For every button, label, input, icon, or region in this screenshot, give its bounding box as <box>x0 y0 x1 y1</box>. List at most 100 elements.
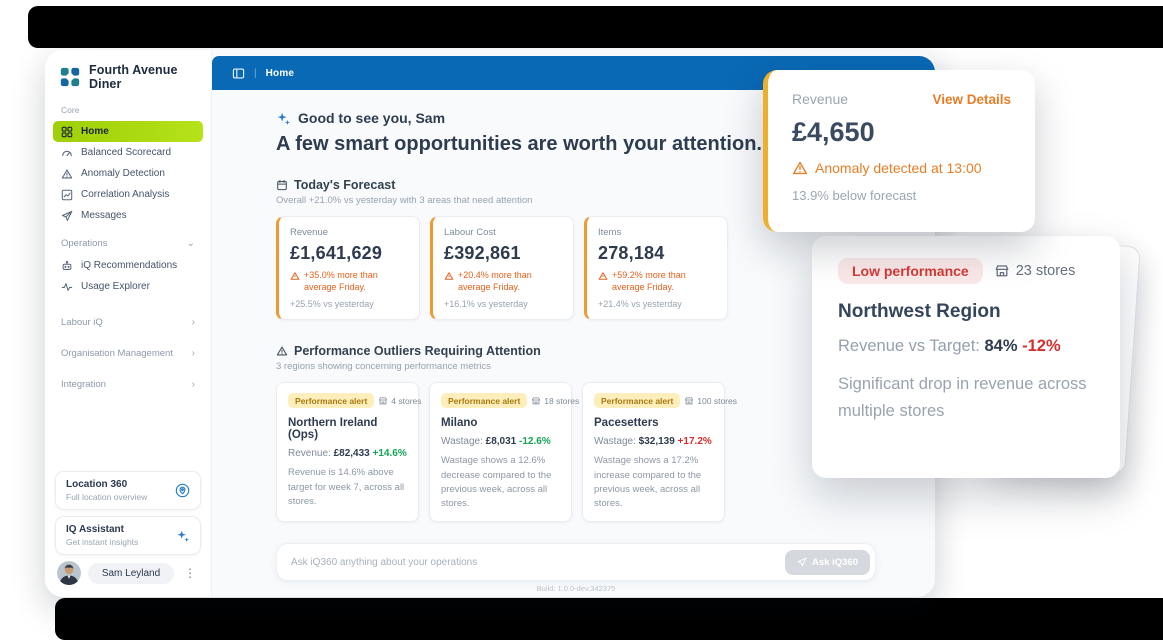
group-label: Organisation Management <box>61 348 173 359</box>
brand-logo-icon <box>59 66 81 88</box>
performance-alert-badge: Performance alert <box>441 393 528 409</box>
outlier-card-milano[interactable]: Performance alert 18 stores <box>429 382 579 523</box>
sidebar-item-label: Balanced Scorecard <box>81 147 172 158</box>
main-content: Good to see you, Sam A few smart opportu… <box>212 90 935 597</box>
store-icon <box>684 396 694 406</box>
outlier-metric-value: £8,031 <box>485 436 517 448</box>
forecast-title: Today's Forecast <box>294 178 396 192</box>
region-metric-label: Revenue vs Target: <box>838 337 980 355</box>
forecast-card-revenue[interactable]: Revenue £1,641,629 +35.0% more than aver… <box>276 216 420 321</box>
chart-line-icon <box>61 189 73 201</box>
metric-label: Labour Cost <box>444 227 496 238</box>
iq-assistant-title: IQ Assistant <box>66 524 124 535</box>
kebab-menu-icon[interactable]: ⋮ <box>184 566 196 580</box>
outliers-section: Performance Outliers Requiring Attention… <box>276 344 879 523</box>
metric-alert-text: +59.2% more than average Friday. <box>612 270 686 292</box>
sidebar-item-home[interactable]: Home <box>53 121 203 142</box>
outlier-card-northern-ireland[interactable]: Performance alert 4 stores <box>276 382 422 523</box>
user-menu[interactable]: Sam Leyland ⋮ <box>57 561 199 585</box>
outliers-title: Performance Outliers Requiring Attention <box>294 344 541 359</box>
region-metric: Revenue vs Target: 84% -12% <box>838 337 1094 356</box>
ask-button[interactable]: Ask iQ360 <box>785 549 870 575</box>
outlier-metric: Revenue: £82,433 +14.6% <box>288 448 407 459</box>
iq-assistant-subtitle: Get instant insights <box>66 537 139 547</box>
forecast-card-items[interactable]: Items 278,184 +59.2% more than average F… <box>584 216 728 321</box>
outlier-card-pacesetters[interactable]: Performance alert 100 stores <box>582 382 737 523</box>
iq-assistant-card[interactable]: IQ Assistant Get instant insights <box>55 516 201 555</box>
location-360-card[interactable]: Location 360 Full location overview <box>55 471 201 510</box>
metric-vs-yesterday: +25.5% vs yesterday <box>290 299 374 310</box>
metric-value: 278,184 <box>598 243 665 263</box>
sidebar-group-operations[interactable]: Operations ⌄ <box>61 238 195 249</box>
chevron-right-icon: › <box>191 379 195 390</box>
outlier-cards: Performance alert 4 stores <box>276 382 879 523</box>
chevron-right-icon: › <box>191 317 195 328</box>
location-360-subtitle: Full location overview <box>66 492 148 502</box>
location-360-title: Location 360 <box>66 479 128 490</box>
outlier-metric-change: +14.6% <box>372 448 407 460</box>
forecast-title-row: Today's Forecast <box>276 178 879 192</box>
warning-triangle-icon <box>598 270 608 293</box>
popover-metric-value: £4,650 <box>792 117 875 147</box>
sidebar-item-usage-explorer[interactable]: Usage Explorer <box>53 276 203 297</box>
sidebar-item-iq-recommendations[interactable]: iQ Recommendations <box>53 255 203 276</box>
metric-alert-text: +20.4% more than average Friday. <box>458 270 532 292</box>
warning-triangle-icon <box>276 345 288 357</box>
ask-input[interactable] <box>277 556 786 568</box>
sidebar-item-label: Home <box>81 126 109 137</box>
user-avatar <box>57 561 81 585</box>
metric-vs-yesterday: +21.4% vs yesterday <box>598 299 682 310</box>
store-count-text: 100 stores <box>697 395 737 406</box>
headline: A few smart opportunities are worth your… <box>276 133 762 155</box>
sidebar-item-anomaly-detection[interactable]: Anomaly Detection <box>53 163 203 184</box>
store-count: 23 stores <box>994 263 1076 279</box>
breadcrumb[interactable]: Home <box>265 67 295 79</box>
ask-button-label: Ask iQ360 <box>812 556 858 568</box>
outliers-subtitle: 3 regions showing concerning performance… <box>276 361 491 373</box>
panel-toggle-icon[interactable] <box>232 67 245 80</box>
sidebar-group-organisation-management[interactable]: Organisation Management › <box>61 348 195 359</box>
forecast-section: Today's Forecast Overall +21.0% vs yeste… <box>276 178 879 321</box>
outlier-metric-label: Wastage: <box>441 436 483 448</box>
greeting: Good to see you, Sam <box>276 110 879 126</box>
sidebar-item-label: iQ Recommendations <box>81 260 178 271</box>
user-name: Sam Leyland <box>88 562 174 584</box>
low-performance-badge: Low performance <box>838 258 983 284</box>
sidebar-group-integration[interactable]: Integration › <box>61 379 195 390</box>
metric-alert: +35.0% more than average Friday. <box>290 270 408 293</box>
group-label: Integration <box>61 379 106 390</box>
forecast-card-labour-cost[interactable]: Labour Cost £392,861 +20.4% more than av… <box>430 216 574 321</box>
section-label-core: Core <box>61 105 80 115</box>
sidebar-item-correlation-analysis[interactable]: Correlation Analysis <box>53 184 203 205</box>
sidebar-item-label: Messages <box>81 210 127 221</box>
warning-triangle-icon <box>290 270 300 293</box>
performance-alert-badge: Performance alert <box>594 393 681 409</box>
sidebar-group-labour-iq[interactable]: Labour iQ › <box>61 317 195 328</box>
store-icon <box>531 396 541 406</box>
store-count-text: 23 stores <box>1015 263 1076 279</box>
metric-label: Revenue <box>290 227 329 238</box>
store-count-text: 18 stores <box>544 395 580 406</box>
sidebar-item-label: Anomaly Detection <box>81 168 165 179</box>
outlier-title: Pacesetters <box>594 417 659 430</box>
region-popover-stack: Low performance 23 stores Northwest Regi… <box>812 236 1141 478</box>
outlier-metric-label: Revenue: <box>288 448 331 460</box>
sidebar-item-balanced-scorecard[interactable]: Balanced Scorecard <box>53 142 203 163</box>
outliers-title-row: Performance Outliers Requiring Attention <box>276 344 879 358</box>
metric-value: £392,861 <box>444 243 521 263</box>
grid-icon <box>61 126 73 138</box>
outlier-metric: Wastage: $32,139 +17.2% <box>594 436 713 447</box>
outlier-description: Revenue is 14.6% above target for week 7… <box>288 467 405 507</box>
view-details-link[interactable]: View Details <box>932 91 1011 107</box>
sidebar-item-messages[interactable]: Messages <box>53 205 203 226</box>
group-label: Operations <box>61 238 108 249</box>
group-label: Labour iQ <box>61 317 103 328</box>
sidebar: Fourth Avenue Diner Core Home <box>45 50 212 597</box>
chevron-down-icon: ⌄ <box>186 238 195 249</box>
sidebar-item-label: Correlation Analysis <box>81 189 170 200</box>
metric-label: Items <box>598 227 622 238</box>
outlier-title: Milano <box>441 417 478 430</box>
performance-alert-badge: Performance alert <box>288 393 375 409</box>
warning-triangle-icon <box>444 270 454 293</box>
